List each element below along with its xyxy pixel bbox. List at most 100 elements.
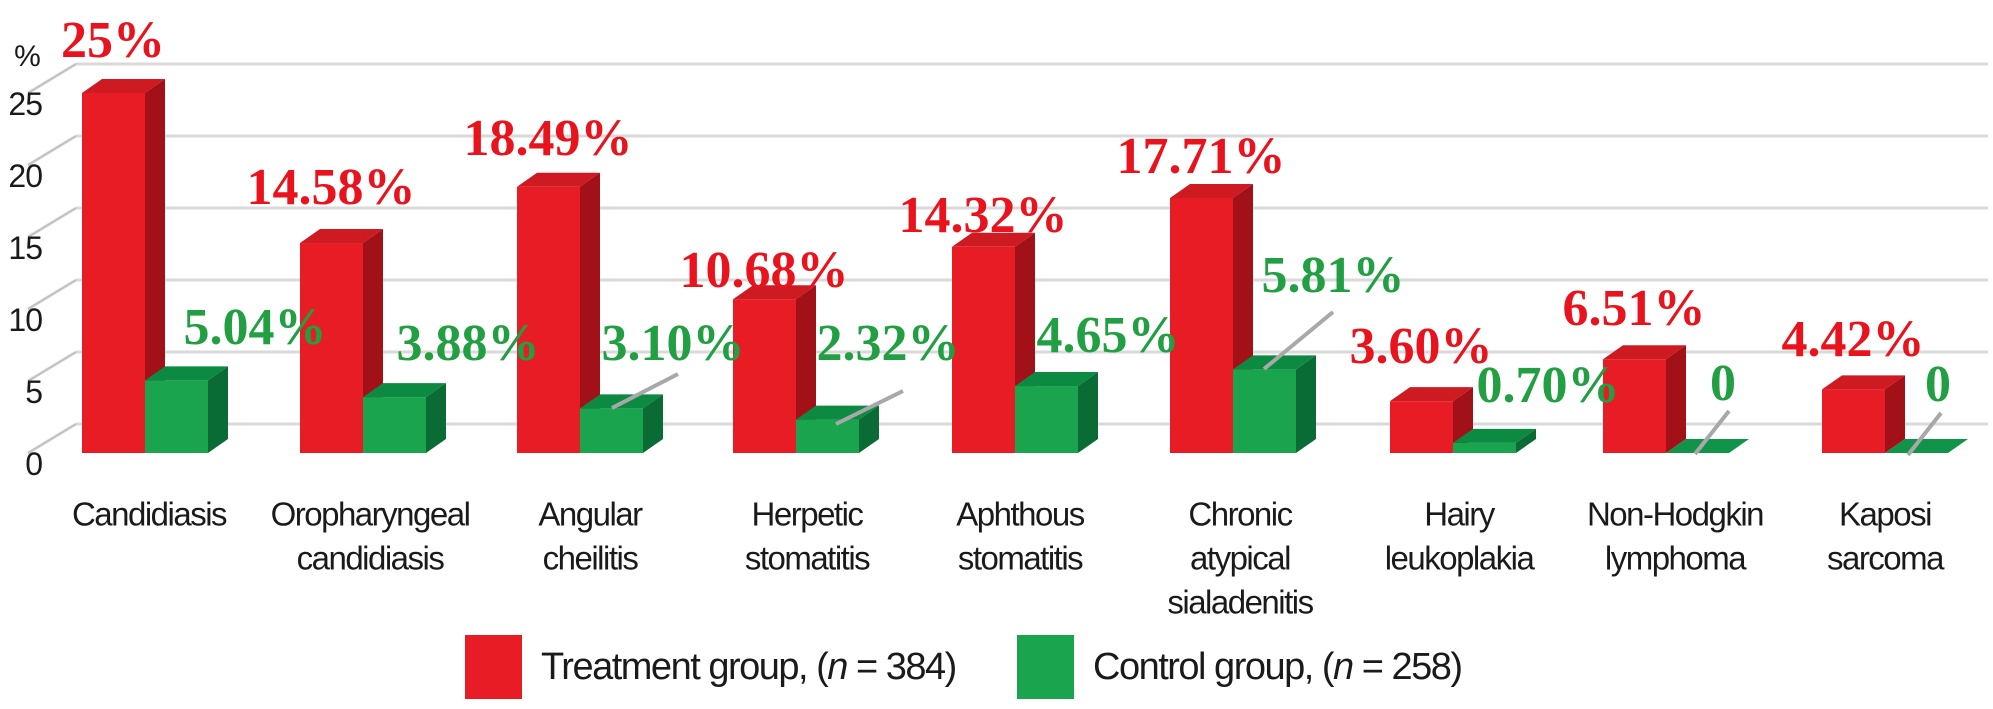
control-bar-0-top <box>145 366 228 381</box>
y-tick-0: 0 <box>25 446 42 482</box>
control-bar-5 <box>1233 355 1316 453</box>
control-bar-3 <box>796 405 879 453</box>
category-label-5-line-0: Chronic <box>1188 496 1292 533</box>
control-bar-0-side <box>208 366 228 453</box>
control-value-label-8: 0 <box>1925 356 1951 413</box>
treatment-bar-8-top <box>1822 375 1905 390</box>
control-value-label-2: 3.10% <box>602 315 745 372</box>
category-label-3-line-1: stomatitis <box>745 540 870 577</box>
control-bar-8 <box>1885 439 1968 453</box>
treatment-bar-0-top <box>82 79 165 93</box>
control-bar-1-side <box>426 383 446 453</box>
treatment-bar-8-side <box>1885 375 1905 453</box>
legend-swatch-1 <box>1017 635 1074 699</box>
control-value-label-5: 5.81% <box>1262 247 1405 304</box>
treatment-bar-3-top <box>733 285 816 300</box>
control-bar-3-top <box>796 405 879 420</box>
treatment-value-label-1: 14.58% <box>247 159 416 216</box>
callout-line-1 <box>835 389 904 426</box>
treatment-bar-7-side <box>1666 345 1686 453</box>
y-tick-5: 5 <box>25 374 42 410</box>
legend-item-1: Control group, (n = 258) <box>1017 635 1463 699</box>
treatment-bar-2-side <box>580 172 600 453</box>
control-bar-3-front <box>796 419 859 453</box>
category-label-2-line-0: Angular <box>538 496 643 533</box>
category-label-8-line-1: sarcoma <box>1827 540 1945 577</box>
legend-swatch-0 <box>465 635 522 699</box>
treatment-value-label-3: 10.68% <box>680 242 849 299</box>
control-bar-6-side <box>1516 428 1536 453</box>
treatment-bar-6-front <box>1390 401 1453 453</box>
treatment-value-label-5: 17.71% <box>1117 128 1286 185</box>
control-bar-0-front <box>145 380 208 453</box>
treatment-value-label-2: 18.49% <box>464 110 633 167</box>
y-tick-15: 15 <box>8 230 42 266</box>
category-label-7-line-0: Non-Hodgkin <box>1587 496 1763 533</box>
category-label-1-line-0: Oropharyngeal <box>271 496 470 533</box>
category-label-1-line-1: candidiasis <box>297 540 445 577</box>
treatment-bar-6-top <box>1390 387 1473 402</box>
category-label-5-line-1: atypical <box>1190 540 1290 577</box>
control-bar-5-side <box>1296 355 1316 453</box>
treatment-bar-0-side <box>145 79 165 453</box>
legend-label-0: Treatment group, (n = 384) <box>541 646 956 688</box>
treatment-bar-8 <box>1822 375 1905 453</box>
category-label-6-line-1: leukoplakia <box>1385 540 1536 577</box>
control-bar-0 <box>145 366 228 453</box>
treatment-value-label-7: 6.51% <box>1563 280 1706 337</box>
control-bar-6-front <box>1453 442 1516 453</box>
y-tick-10: 10 <box>8 302 42 338</box>
treatment-bar-7-top <box>1603 345 1686 360</box>
control-bar-7 <box>1666 439 1749 453</box>
tick-connector-0 <box>27 422 77 455</box>
control-bar-6 <box>1453 428 1536 453</box>
y-tick-25: 25 <box>8 86 42 122</box>
treatment-bar-6 <box>1390 387 1473 453</box>
control-bar-2-side <box>643 394 663 453</box>
treatment-bar-3-front <box>733 299 796 453</box>
treatment-bar-4-front <box>952 246 1015 453</box>
tick-connector-15 <box>27 206 77 239</box>
treatment-bar-2 <box>517 172 600 453</box>
category-label-0-line-0: Candidiasis <box>72 496 227 533</box>
y-tick-20: 20 <box>8 158 42 194</box>
control-bar-2-front <box>580 408 643 453</box>
control-value-label-4: 4.65% <box>1037 307 1180 364</box>
treatment-bar-1-front <box>300 243 363 453</box>
treatment-bar-7 <box>1603 345 1686 453</box>
tick-connector-10 <box>27 278 77 311</box>
treatment-value-label-6: 3.60% <box>1350 318 1493 375</box>
control-bar-1 <box>363 383 446 453</box>
treatment-value-label-0: 25% <box>61 12 165 69</box>
control-bar-7-floor <box>1666 439 1749 453</box>
y-axis-unit-label: % <box>14 40 40 73</box>
legend-item-0: Treatment group, (n = 384) <box>465 635 957 699</box>
treatment-value-label-4: 14.32% <box>899 187 1068 244</box>
tick-connector-5 <box>27 350 77 383</box>
category-label-8-line-0: Kaposi <box>1839 496 1931 533</box>
treatment-bar-0 <box>82 79 165 453</box>
treatment-value-label-8: 4.42% <box>1782 311 1925 368</box>
treatment-bar-8-front <box>1822 389 1885 453</box>
treatment-bar-5-top <box>1170 183 1253 198</box>
callout-line-4 <box>1906 411 1943 457</box>
treatment-bar-7-front <box>1603 359 1666 453</box>
treatment-bar-2-front <box>517 186 580 453</box>
control-value-label-6: 0.70% <box>1477 357 1620 414</box>
callout-line-2 <box>1262 310 1335 371</box>
control-bar-4-side <box>1078 372 1098 453</box>
control-bar-4-top <box>1015 372 1098 387</box>
tick-connector-20 <box>27 134 77 167</box>
treatment-bar-4-top <box>952 232 1035 247</box>
control-bar-8-floor <box>1885 439 1968 453</box>
treatment-bar-0-front <box>82 93 145 453</box>
control-bar-4-front <box>1015 386 1078 453</box>
control-bar-1-top <box>363 383 446 398</box>
control-value-label-7: 0 <box>1710 355 1736 412</box>
treatment-bar-2-top <box>517 172 600 187</box>
control-value-label-0: 5.04% <box>184 299 327 356</box>
control-bar-6-top <box>1453 428 1536 443</box>
category-label-4-line-0: Aphthous <box>956 496 1084 533</box>
